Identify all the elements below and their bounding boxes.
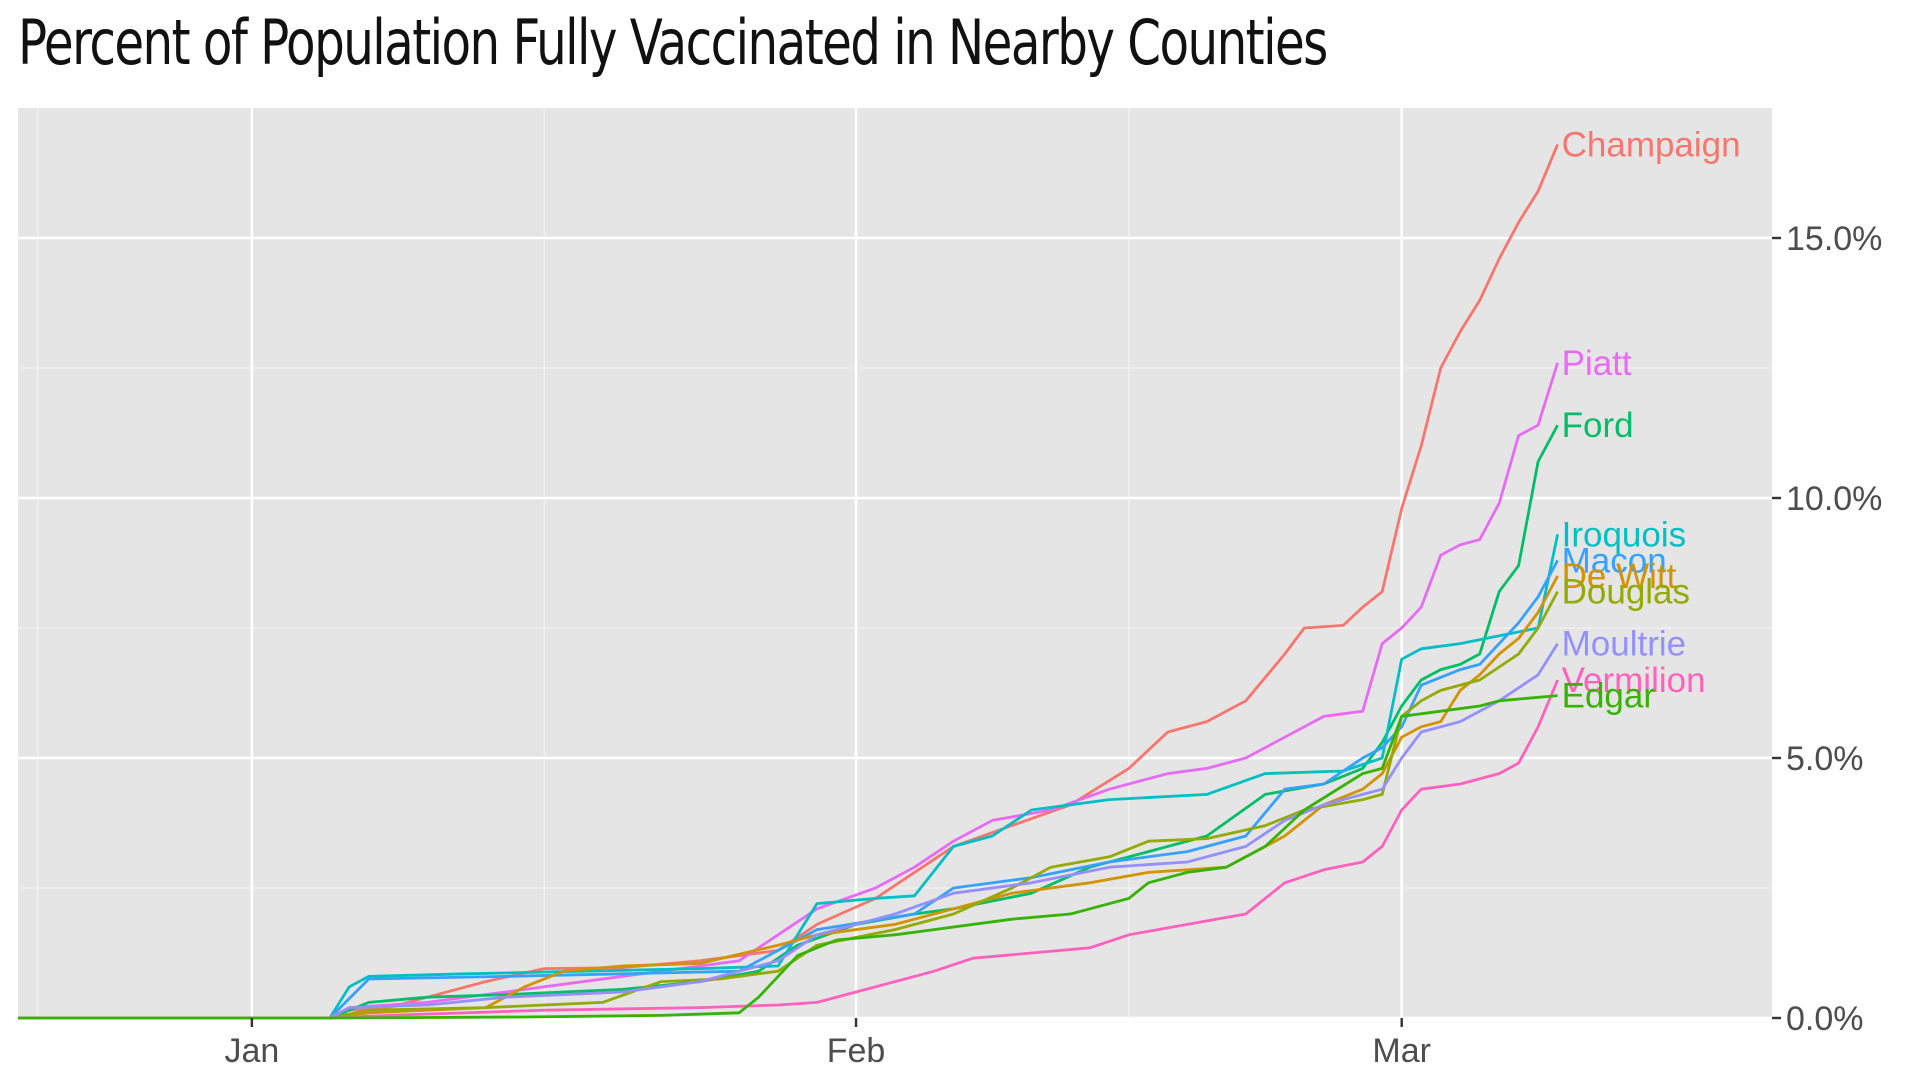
series-line-iroquois — [18, 534, 1559, 1020]
series-line-piatt — [18, 362, 1559, 1020]
major-gridlines — [18, 108, 1772, 1020]
plot-panel — [18, 108, 1772, 1018]
y-tick-label: 0.0% — [1786, 1000, 1864, 1038]
series-label-ford: Ford — [1562, 406, 1634, 445]
series-line-ford — [18, 424, 1559, 1020]
series-label-douglas: Douglas — [1562, 573, 1690, 612]
series-line-moultrie — [18, 642, 1559, 1020]
series-label-champaign: Champaign — [1562, 125, 1741, 164]
series-label-iroquois: Iroquois — [1562, 515, 1687, 554]
x-tick-label: Mar — [1372, 1032, 1431, 1070]
x-tick-label: Jan — [224, 1032, 279, 1070]
series-label-de-witt: De Witt — [1562, 557, 1677, 596]
series-label-edgar: Edgar — [1562, 677, 1656, 716]
series-line-vermilion — [18, 679, 1559, 1020]
series-label-vermilion: Vermilion — [1562, 661, 1706, 700]
series-label-piatt: Piatt — [1562, 344, 1632, 383]
series-lines — [18, 143, 1559, 1020]
y-tick-label: 10.0% — [1786, 480, 1882, 518]
y-tick-label: 5.0% — [1786, 740, 1864, 778]
series-label-macon: Macon — [1562, 541, 1667, 580]
series-label-moultrie: Moultrie — [1562, 625, 1686, 664]
x-axis: Jan Feb Mar — [224, 1018, 1431, 1070]
series-line-douglas — [18, 590, 1559, 1020]
series-line-edgar — [18, 694, 1558, 1020]
chart-title: Percent of Population Fully Vaccinated i… — [18, 6, 1328, 79]
series-line-de-witt — [18, 575, 1559, 1020]
series-line-macon — [18, 559, 1559, 1020]
y-axis: 0.0% 5.0% 10.0% 15.0% — [1772, 220, 1882, 1038]
y-tick-label: 15.0% — [1786, 220, 1882, 258]
x-tick-label: Feb — [827, 1032, 886, 1070]
